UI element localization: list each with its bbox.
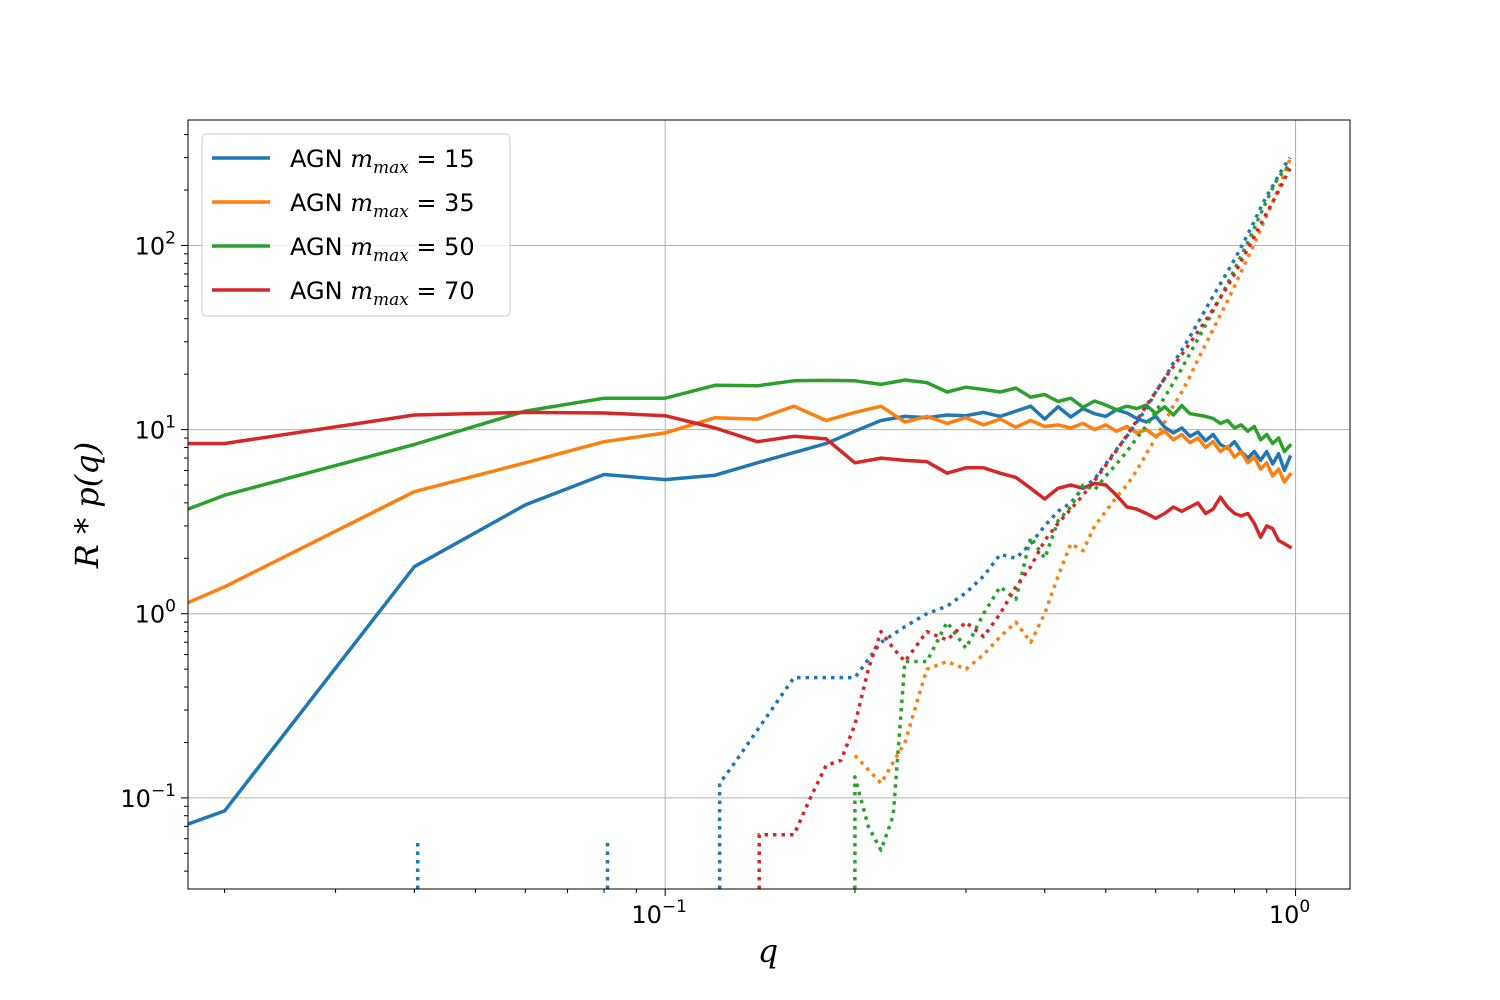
y-tick-label: 101: [135, 413, 176, 445]
ticks: [181, 134, 1297, 896]
legend-entry: AGN mmax = 50: [290, 233, 475, 266]
series-group: [188, 156, 1293, 889]
dotted-series-line-6-0: [853, 163, 1292, 889]
dotted-series-line-5-0: [853, 158, 1292, 786]
legend: AGN mmax = 15 AGN mmax = 35 AGN mmax = 50 A…: [201, 133, 511, 317]
plot-frame: [187, 119, 1351, 890]
legend-entry: AGN mmax = 70: [290, 277, 475, 310]
x-tick-label: 10−1: [631, 897, 687, 929]
series-line-0-0: [188, 404, 1293, 826]
series-line-2-0: [188, 378, 1293, 511]
legend-box: [201, 133, 511, 317]
y-axis-label: R * p(q): [68, 442, 106, 569]
x-axis-label: q: [758, 932, 778, 970]
tick-labels: 10−1 100 10−1 100 101 102: [120, 228, 1310, 929]
y-tick-label: 10−1: [120, 781, 176, 813]
legend-entry: AGN mmax = 15: [290, 145, 475, 178]
dotted-series-line-4-2: [717, 156, 1292, 889]
legend-entry: AGN mmax = 35: [290, 189, 475, 222]
y-tick-label: 102: [135, 228, 176, 260]
series-line-3-0: [188, 410, 1293, 550]
grid: [188, 120, 1350, 889]
y-tick-label: 100: [135, 597, 176, 629]
dotted-series-line-7-0: [757, 167, 1292, 889]
x-tick-label: 100: [1269, 897, 1310, 929]
series-line-1-0: [188, 404, 1293, 605]
